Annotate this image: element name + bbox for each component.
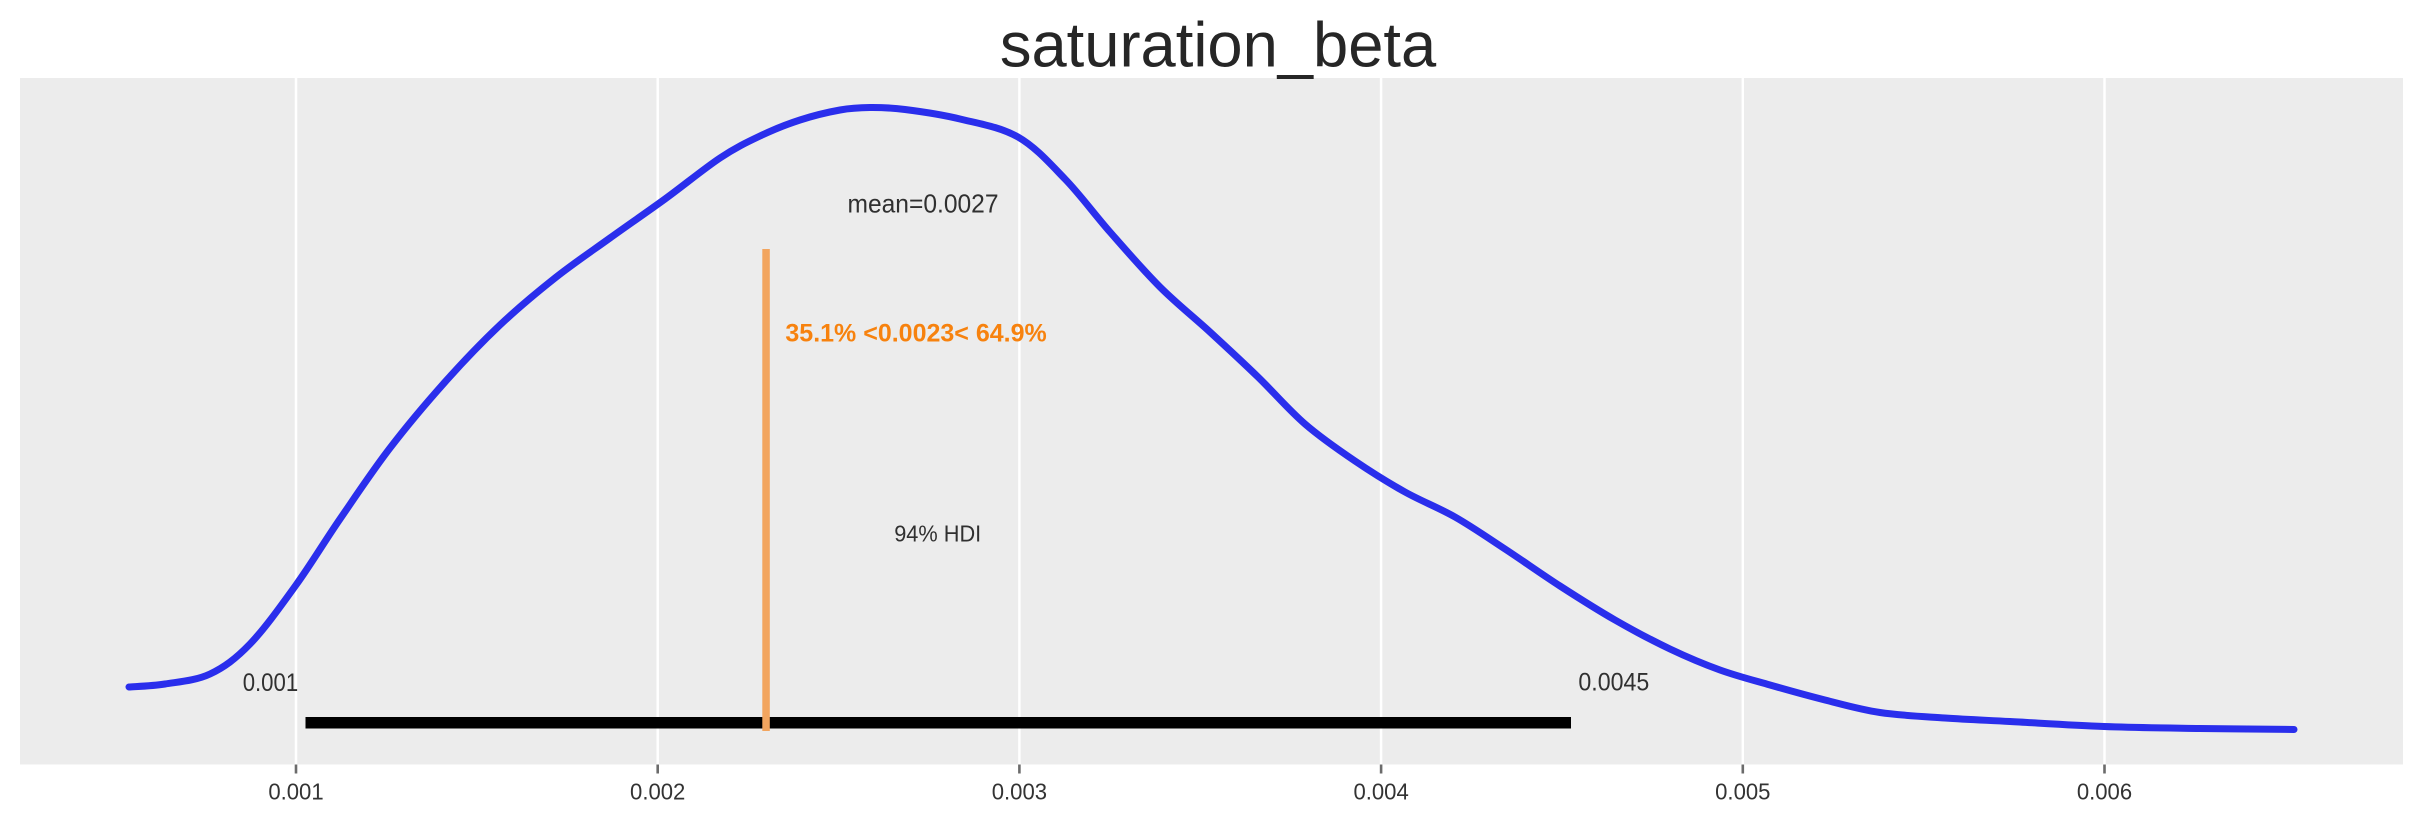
svg-text:94% HDI: 94% HDI <box>894 520 981 546</box>
svg-text:0.001: 0.001 <box>268 779 323 805</box>
svg-text:0.001: 0.001 <box>243 669 299 697</box>
svg-text:0.006: 0.006 <box>2077 779 2132 805</box>
svg-text:0.005: 0.005 <box>1715 779 1770 805</box>
svg-text:mean=0.0027: mean=0.0027 <box>848 188 999 218</box>
svg-text:saturation_beta: saturation_beta <box>1000 11 1437 81</box>
svg-text:0.002: 0.002 <box>630 779 685 805</box>
svg-text:35.1% <0.0023< 64.9%: 35.1% <0.0023< 64.9% <box>785 320 1046 348</box>
svg-text:0.003: 0.003 <box>992 779 1047 805</box>
svg-text:0.0045: 0.0045 <box>1578 668 1649 696</box>
svg-text:0.004: 0.004 <box>1353 779 1408 805</box>
